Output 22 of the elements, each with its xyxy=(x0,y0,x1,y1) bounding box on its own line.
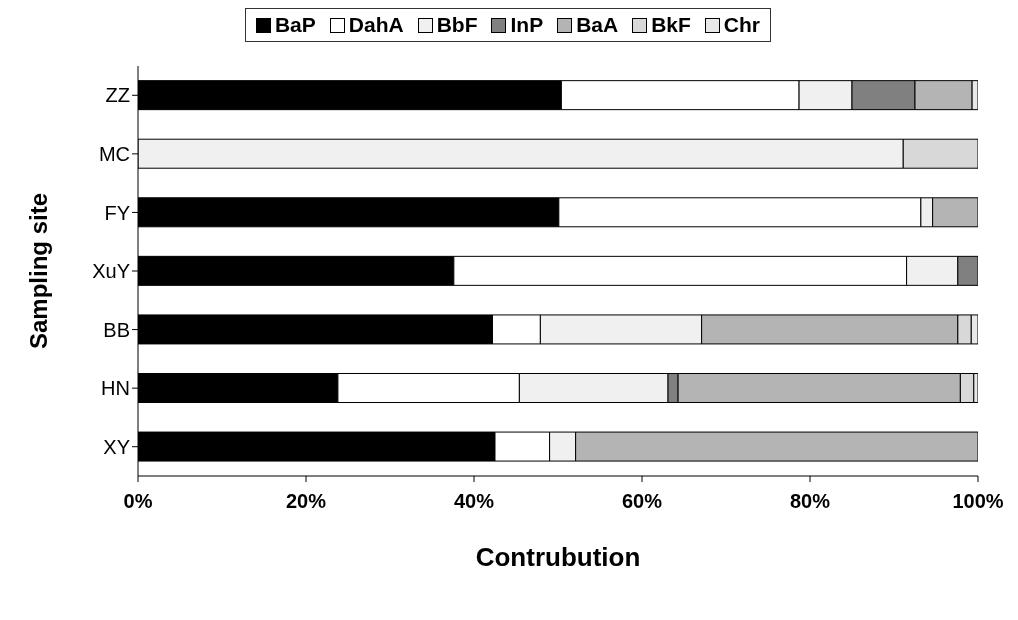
legend-label: BkF xyxy=(650,13,691,37)
legend-label: InP xyxy=(509,13,544,37)
y-tick-label: MC xyxy=(98,142,130,165)
x-tick-label: 60% xyxy=(621,490,663,513)
y-tick-label: XY xyxy=(103,435,130,458)
y-tick-label: ZZ xyxy=(105,84,130,107)
legend-label: BbF xyxy=(435,13,478,37)
legend-label: Chr xyxy=(722,13,761,37)
y-tick-label: BB xyxy=(103,318,130,341)
y-tick-label: XuY xyxy=(92,260,130,283)
x-tick-label: 0% xyxy=(123,490,153,513)
legend-label: BaA xyxy=(575,13,619,37)
legend-label: DahA xyxy=(347,13,404,37)
x-axis-title: Contrubution xyxy=(475,542,641,572)
legend-label: BaP xyxy=(273,13,316,37)
x-tick-label: 40% xyxy=(453,490,495,513)
x-tick-label: 100% xyxy=(952,490,1004,513)
x-tick-label: 20% xyxy=(285,490,327,513)
y-tick-label: HN xyxy=(101,377,130,400)
y-tick-label: FY xyxy=(104,201,130,224)
x-tick-label: 80% xyxy=(789,490,831,513)
y-axis-title: Sampling site xyxy=(24,192,52,350)
